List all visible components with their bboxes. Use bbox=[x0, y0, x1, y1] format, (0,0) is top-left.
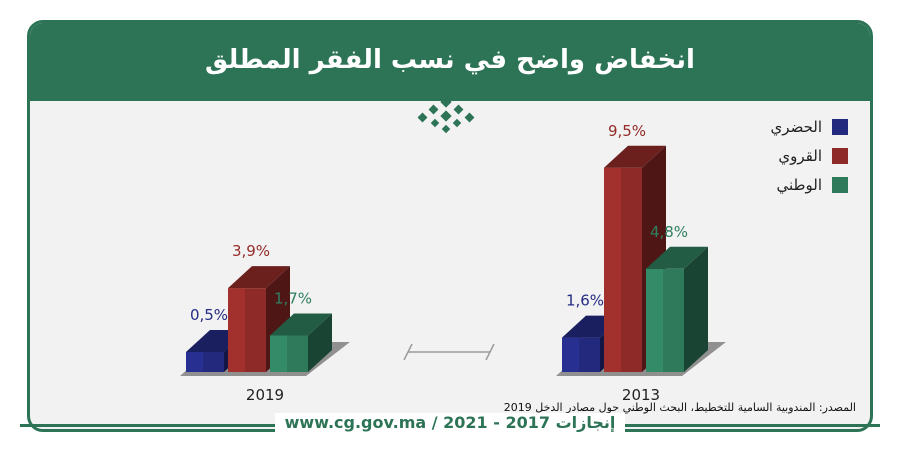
legend-swatch-urban bbox=[832, 118, 848, 135]
infographic-card: انخفاض واضح في نسب الفقر المطلق bbox=[27, 20, 873, 432]
header-banner: انخفاض واضح في نسب الفقر المطلق bbox=[30, 23, 870, 101]
legend-swatch-national bbox=[832, 176, 848, 193]
category-label: 2013 bbox=[622, 386, 660, 404]
legend-label-urban: الحضري bbox=[770, 117, 822, 136]
footer-text: إنجازات 2017 - 2021 / www.cg.gov.ma bbox=[274, 413, 626, 432]
legend-label-national: الوطني bbox=[776, 175, 822, 194]
bar-value-label: 1,7% bbox=[274, 289, 312, 307]
bar-value-label: 4,8% bbox=[650, 223, 688, 241]
bar-value-label: 1,6% bbox=[566, 292, 604, 310]
legend-label-rural: القروي bbox=[778, 146, 822, 165]
legend: الحضري القروي الوطني bbox=[759, 112, 848, 199]
footer: إنجازات 2017 - 2021 / www.cg.gov.ma bbox=[0, 413, 900, 435]
source-note: المصدر: المندوبية السامية للتخطيط، البحث… bbox=[503, 401, 856, 414]
bar-highlight bbox=[604, 167, 622, 372]
page-title: انخفاض واضح في نسب الفقر المطلق bbox=[205, 45, 695, 75]
legend-swatch-rural bbox=[832, 147, 848, 164]
bar-top bbox=[646, 246, 708, 269]
ornament-icon bbox=[417, 96, 475, 134]
footer-achievements: إنجازات 2017 - 2021 bbox=[443, 413, 616, 432]
bar-highlight bbox=[646, 268, 664, 372]
bar-value-label: 0,5% bbox=[190, 306, 228, 324]
group-separator-tick-left bbox=[403, 343, 413, 361]
bar-value-label: 3,9% bbox=[232, 242, 270, 260]
category-label: 2019 bbox=[246, 386, 284, 404]
bar-highlight bbox=[186, 352, 204, 372]
bar-top bbox=[604, 145, 666, 168]
footer-line-left bbox=[20, 424, 320, 427]
footer-line-right bbox=[600, 424, 880, 427]
legend-item-rural: القروي bbox=[759, 141, 848, 170]
legend-item-urban: الحضري bbox=[759, 112, 848, 141]
bar-highlight bbox=[228, 288, 246, 372]
bar-side bbox=[308, 313, 332, 372]
legend-item-national: الوطني bbox=[759, 170, 848, 199]
footer-website[interactable]: www.cg.gov.ma bbox=[284, 413, 427, 432]
bar-top bbox=[228, 266, 290, 289]
group-separator-tick-right bbox=[485, 343, 495, 361]
bar-side bbox=[684, 246, 708, 372]
bar-value-label: 9,5% bbox=[608, 122, 646, 140]
footer-separator: / bbox=[431, 413, 438, 432]
bar-highlight bbox=[562, 337, 580, 372]
bar-top bbox=[270, 313, 332, 336]
bar-highlight bbox=[270, 335, 288, 372]
